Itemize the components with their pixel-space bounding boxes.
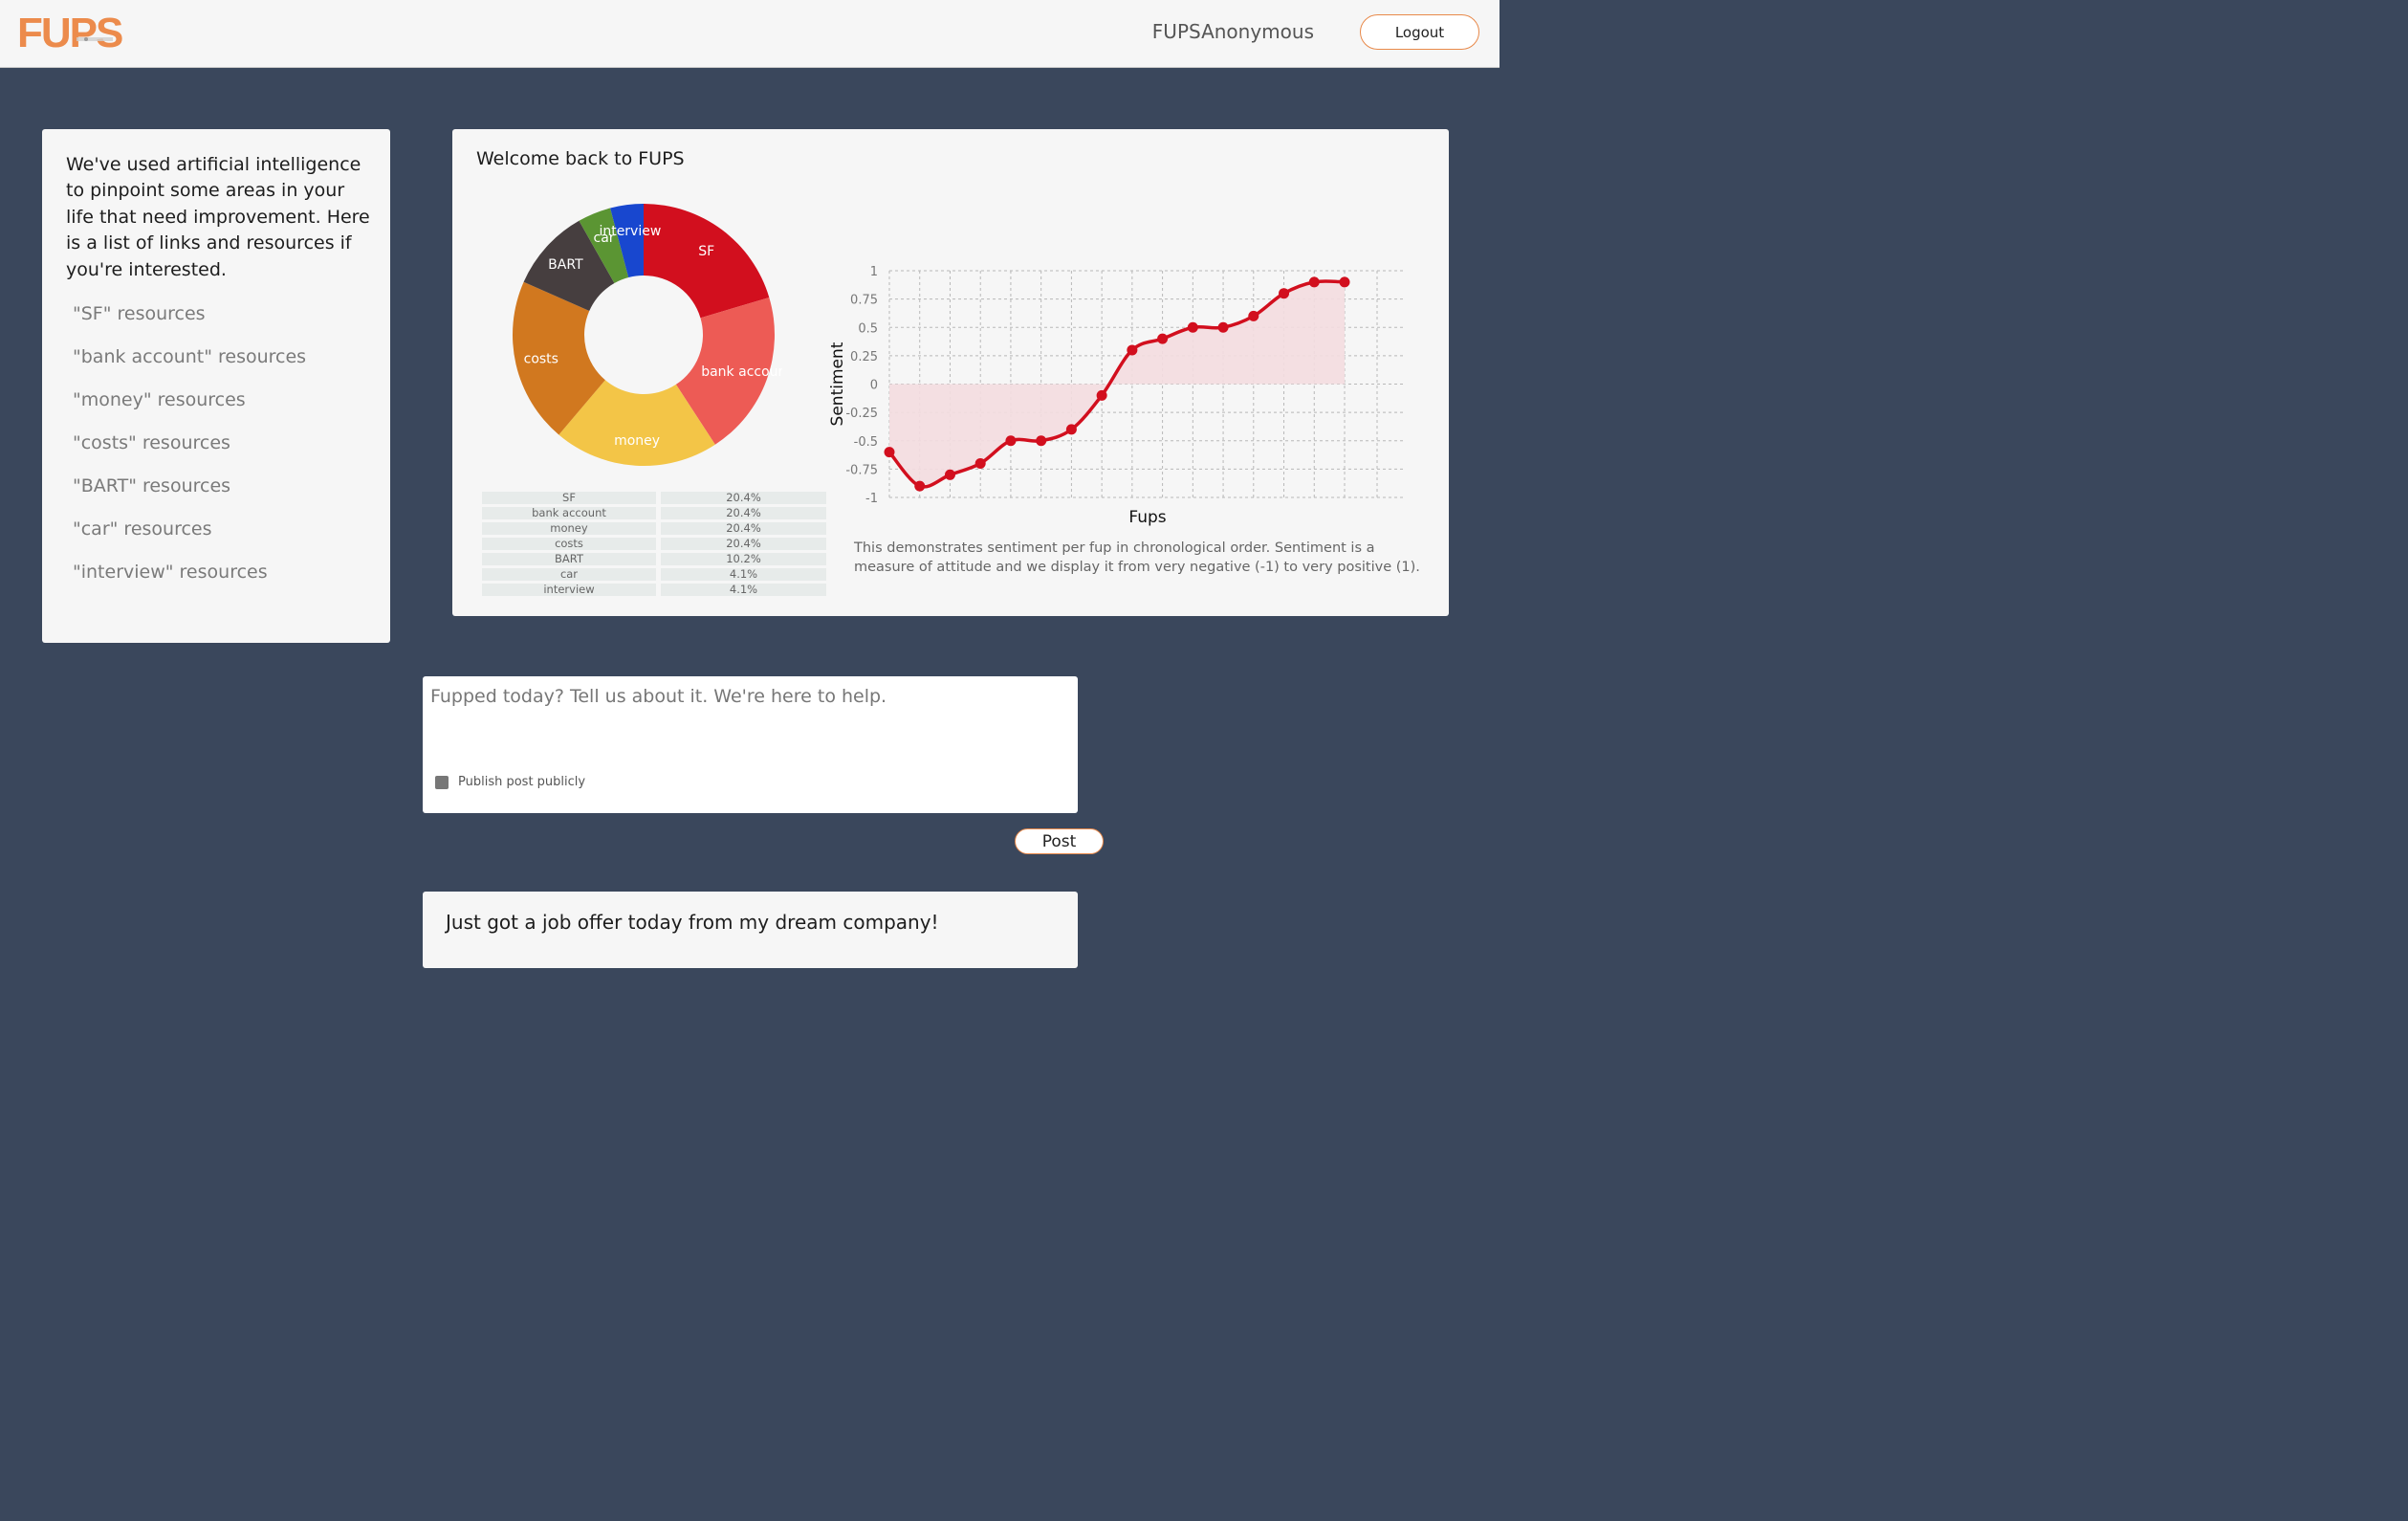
topic-percent: 4.1% (661, 568, 826, 581)
pie-slice-money (558, 380, 715, 466)
topic-percent: 10.2% (661, 553, 826, 565)
sentiment-point (1217, 321, 1229, 333)
pie-slice-bart (523, 220, 615, 312)
pie-slice-costs (513, 281, 605, 435)
y-tick-label: 1 (870, 265, 878, 279)
pie-label-bank-account: bank accour (701, 364, 782, 380)
feed-post: Just got a job offer today from my dream… (423, 892, 1078, 968)
topic-row: interview 4.1% (482, 584, 826, 596)
sentiment-line (887, 279, 1346, 489)
topic-percent: 20.4% (661, 522, 826, 535)
resource-link-interview[interactable]: "interview" resources (73, 562, 268, 584)
y-tick-label: -1 (865, 492, 878, 506)
pie-label-costs: costs (524, 352, 558, 367)
sentiment-point (1308, 276, 1320, 288)
sentiment-line-chart: 1 0.75 0.5 0.25 0 -0.25 -0.5 -0.75 -1 Fups Sentime… (828, 265, 1406, 527)
pie-label-interview: interview (599, 224, 661, 239)
y-tick-label: 0.5 (858, 321, 878, 336)
topic-name: costs (482, 538, 656, 550)
sentiment-point (1127, 344, 1138, 356)
sentiment-point (1065, 424, 1077, 435)
sentiment-point (914, 480, 926, 492)
y-tick-label: -0.5 (854, 435, 878, 450)
dashboard-title: Welcome back to FUPS (476, 148, 685, 169)
topic-row: costs 20.4% (482, 538, 826, 550)
resource-link-bank-account[interactable]: "bank account" resources (73, 346, 307, 368)
feed-post-text: Just got a job offer today from my dream… (446, 911, 939, 934)
sentiment-point (1187, 321, 1198, 333)
sentiment-point (974, 457, 986, 469)
topic-row: bank account 20.4% (482, 507, 826, 519)
y-tick-label: -0.75 (845, 463, 878, 477)
topic-percent: 4.1% (661, 584, 826, 596)
y-axis-label: Sentiment (828, 342, 847, 426)
topic-percent: 20.4% (661, 507, 826, 519)
pie-label-sf: SF (698, 244, 714, 259)
topic-name: money (482, 522, 656, 535)
y-tick-label: 0.75 (850, 294, 878, 308)
x-axis-label: Fups (1128, 508, 1166, 527)
sentiment-point (1248, 310, 1259, 321)
sentiment-point (1036, 435, 1047, 447)
topic-name: SF (482, 492, 656, 504)
logo-mark-icon (77, 37, 113, 41)
sentiment-point (1339, 276, 1350, 288)
topic-row: BART 10.2% (482, 553, 826, 565)
chart-caption: This demonstrates sentiment per fup in c… (854, 540, 1420, 575)
resource-link-costs[interactable]: "costs" resources (73, 432, 230, 454)
publish-checkbox[interactable] (435, 776, 449, 789)
pie-label-money: money (614, 433, 660, 449)
pie-slice-interview (610, 204, 644, 278)
topic-table: SF 20.4% bank account 20.4% money 20.4% costs 2… (477, 489, 831, 599)
resources-intro: We've used artificial intelligence to pi… (66, 154, 370, 280)
resources-panel: We've used artificial intelligence to pi… (42, 129, 390, 643)
pie-slice-bank-account (675, 297, 775, 445)
sentiment-point (1279, 288, 1290, 299)
logout-button[interactable]: Logout (1360, 14, 1479, 50)
pie-slice-sf (644, 204, 770, 319)
topic-row: money 20.4% (482, 522, 826, 535)
topic-name: interview (482, 584, 656, 596)
pie-label-bart: BART (548, 257, 583, 273)
topic-name: BART (482, 553, 656, 565)
pie-label-car: car (594, 231, 615, 246)
pie-slice-car (579, 208, 629, 284)
top-bar: FUPS FUPSAnonymous Logout (0, 0, 1500, 68)
sentiment-point (944, 469, 955, 480)
fups-logo[interactable]: FUPS (17, 10, 123, 56)
topic-percent: 20.4% (661, 492, 826, 504)
topic-percent: 20.4% (661, 538, 826, 550)
sentiment-area (889, 280, 1345, 487)
dashboard-panel: Welcome back to FUPS SF bank accour money c… (452, 129, 1449, 616)
topic-row: SF 20.4% (482, 492, 826, 504)
publish-label[interactable]: Publish post publicly (458, 775, 586, 789)
post-composer: Publish post publicly (423, 676, 1078, 813)
y-tick-label: -0.25 (845, 407, 878, 421)
y-tick-label: 0.25 (850, 350, 878, 364)
resource-link-sf[interactable]: "SF" resources (73, 303, 206, 325)
post-button[interactable]: Post (1015, 828, 1104, 854)
sentiment-point (1005, 435, 1017, 447)
y-tick-label: 0 (870, 379, 878, 393)
resource-link-money[interactable]: "money" resources (73, 389, 246, 411)
sentiment-point (1096, 389, 1107, 401)
topic-name: car (482, 568, 656, 581)
resources-list: "SF" resources "bank account" resources … (66, 300, 371, 602)
resource-link-bart[interactable]: "BART" resources (73, 475, 231, 497)
post-input[interactable] (430, 686, 1062, 743)
sentiment-point (884, 447, 895, 458)
sentiment-point (1157, 333, 1169, 344)
topic-row: car 4.1% (482, 568, 826, 581)
resource-link-car[interactable]: "car" resources (73, 518, 212, 540)
username: FUPSAnonymous (1151, 20, 1314, 43)
topic-name: bank account (482, 507, 656, 519)
